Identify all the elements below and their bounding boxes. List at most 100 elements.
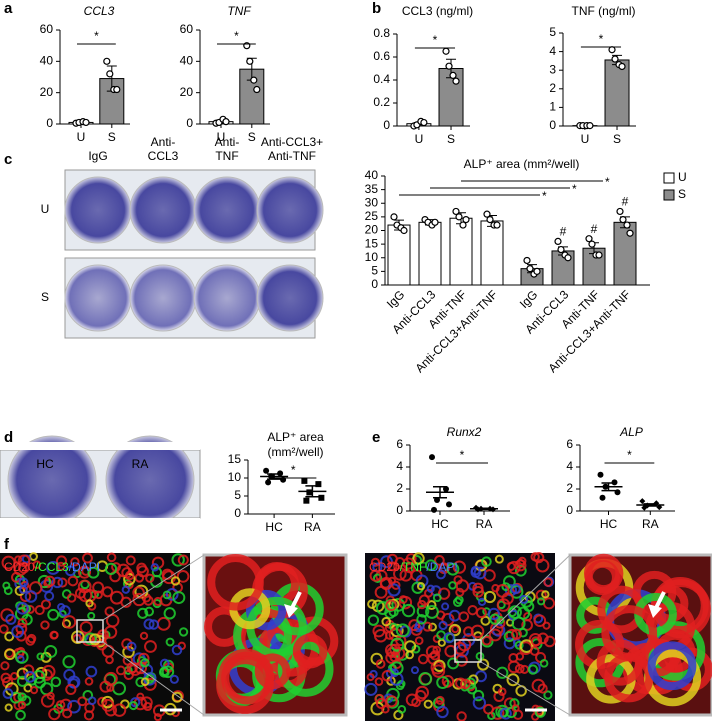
cell xyxy=(140,658,150,668)
cell xyxy=(125,555,136,566)
cell xyxy=(501,592,514,605)
cell xyxy=(24,590,38,603)
panel-letter: a xyxy=(4,0,13,17)
annotation: # xyxy=(560,225,567,239)
cell xyxy=(78,588,93,603)
cell xyxy=(88,633,101,646)
cell xyxy=(150,563,160,572)
mask xyxy=(0,518,200,528)
cell xyxy=(385,599,397,612)
data-point xyxy=(626,229,634,237)
cell xyxy=(472,689,485,702)
cell xyxy=(428,622,437,632)
cell xyxy=(466,684,478,695)
cell xyxy=(388,627,403,642)
cell xyxy=(452,560,467,574)
cell xyxy=(37,574,51,589)
data-point xyxy=(390,213,398,221)
x-tick-label: HC xyxy=(265,520,283,534)
cell xyxy=(463,626,474,637)
cell xyxy=(17,618,28,628)
cell xyxy=(104,562,118,576)
cell xyxy=(140,677,150,687)
cell xyxy=(394,556,406,568)
cell xyxy=(535,589,547,601)
cell xyxy=(431,664,446,678)
cell xyxy=(55,700,66,710)
legend-swatch xyxy=(663,189,675,201)
data-point xyxy=(263,467,270,474)
y-tick-label: 1 xyxy=(549,100,556,114)
well-label: Anti-CCL3+ xyxy=(261,135,323,149)
data-point xyxy=(653,500,660,507)
cell xyxy=(40,668,53,681)
data-point xyxy=(639,498,646,505)
y-tick-label: 10 xyxy=(228,470,242,484)
cell xyxy=(121,585,130,594)
cell xyxy=(509,584,524,599)
cell xyxy=(3,586,13,596)
bar xyxy=(387,224,411,286)
cell xyxy=(503,630,515,643)
cell xyxy=(438,620,448,631)
cell xyxy=(470,624,485,639)
cell xyxy=(84,632,97,646)
cell xyxy=(79,620,93,634)
cell xyxy=(472,585,485,598)
cell xyxy=(367,614,380,626)
cell xyxy=(397,704,407,714)
y-tick-label: 0.4 xyxy=(373,72,390,86)
cell xyxy=(426,600,437,611)
cell xyxy=(87,611,96,620)
cell xyxy=(383,693,394,704)
data-point xyxy=(253,85,261,94)
cell xyxy=(475,607,487,619)
cell xyxy=(446,562,460,576)
data-point xyxy=(462,216,470,224)
data-point xyxy=(490,506,496,513)
cell xyxy=(511,628,522,640)
cell xyxy=(144,606,155,617)
y-tick-label: 25 xyxy=(365,209,379,223)
cell xyxy=(207,553,264,611)
y-tick-label: 20 xyxy=(180,85,194,99)
stain-label-part: /DAPI xyxy=(426,560,457,574)
data-point xyxy=(222,118,230,126)
y-tick-label: 0.6 xyxy=(373,49,390,63)
cell xyxy=(604,653,654,703)
y-tick-label: 20 xyxy=(40,85,54,99)
data-point xyxy=(526,265,534,273)
cell xyxy=(1,555,16,570)
cell xyxy=(416,582,426,591)
cell xyxy=(414,620,425,631)
cell xyxy=(393,566,407,581)
cell xyxy=(70,557,80,567)
cell xyxy=(537,683,548,694)
cell xyxy=(84,677,94,686)
y-tick-label: 0 xyxy=(549,118,556,132)
cell xyxy=(530,636,541,647)
cell xyxy=(447,657,460,670)
annotation: * xyxy=(291,463,296,477)
cell xyxy=(444,644,458,658)
data-point xyxy=(616,207,624,216)
cell xyxy=(170,576,181,586)
data-point xyxy=(619,216,627,224)
data-point xyxy=(449,71,457,80)
cell xyxy=(132,586,145,599)
stain-label: CD20/TNF/DAPI xyxy=(369,560,458,574)
cell xyxy=(418,671,433,686)
cell xyxy=(381,616,392,627)
cell xyxy=(105,655,114,665)
bar xyxy=(449,217,473,286)
cell xyxy=(473,566,487,580)
cell xyxy=(57,577,68,588)
cell xyxy=(50,676,62,688)
cell xyxy=(503,637,516,650)
data-point xyxy=(618,62,626,71)
annotation: * xyxy=(460,448,465,462)
cell xyxy=(497,687,507,697)
cell xyxy=(455,677,467,689)
data-point xyxy=(445,62,453,70)
micrograph-overlay: CD20/CCL3/DAPI CD20/TNF/DAPI xyxy=(4,554,666,716)
